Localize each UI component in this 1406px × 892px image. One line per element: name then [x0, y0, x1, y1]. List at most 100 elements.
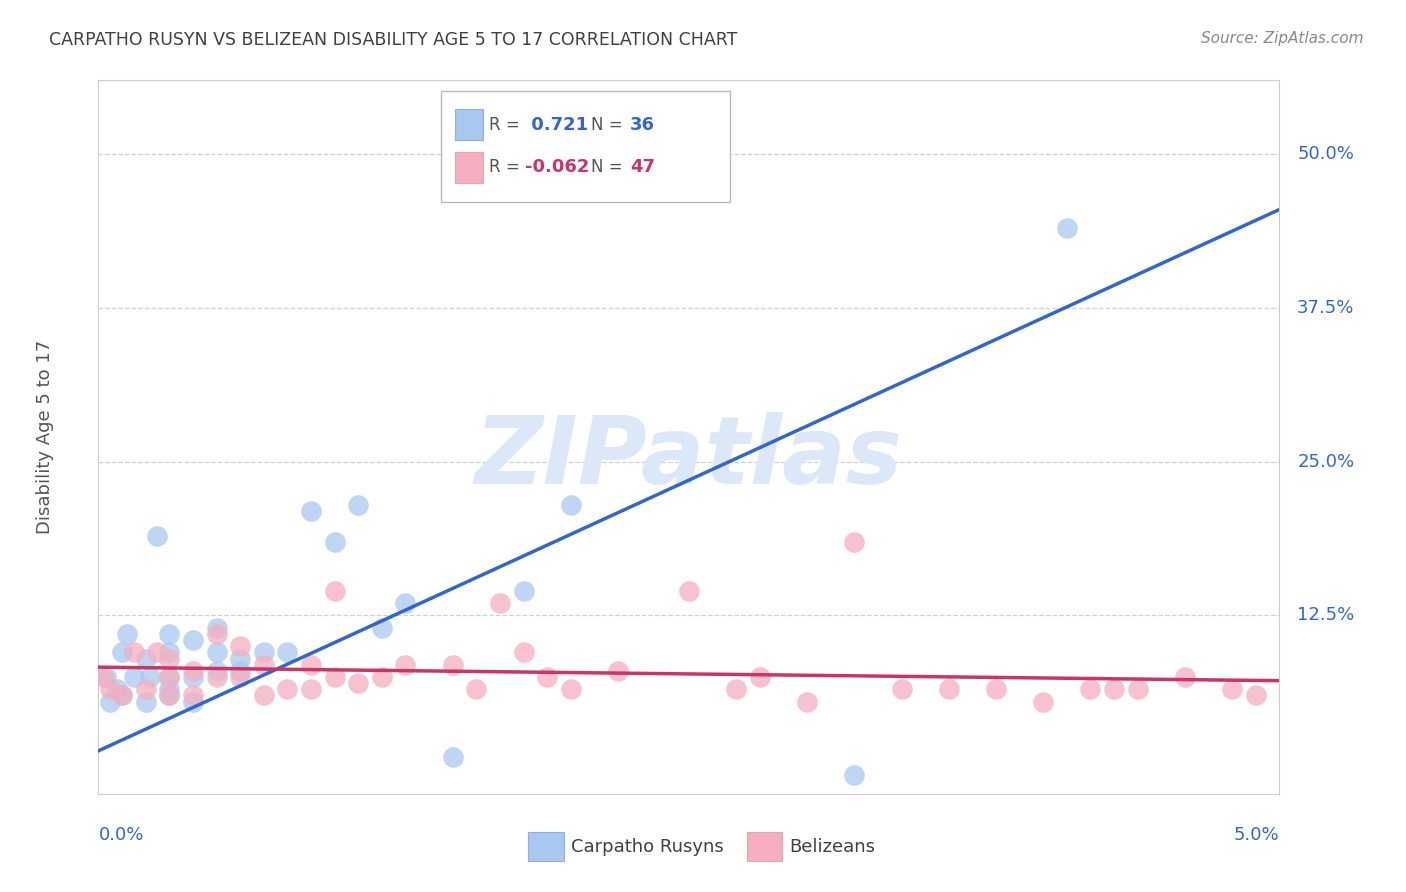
- Point: [465, 682, 488, 697]
- Point: [205, 627, 228, 641]
- Point: [299, 682, 322, 697]
- Point: [111, 689, 134, 703]
- Point: [205, 670, 228, 684]
- Point: [844, 534, 866, 549]
- Point: [205, 621, 228, 635]
- Text: 0.721: 0.721: [524, 116, 588, 134]
- Text: Carpatho Rusyns: Carpatho Rusyns: [571, 838, 724, 855]
- Text: CARPATHO RUSYN VS BELIZEAN DISABILITY AGE 5 TO 17 CORRELATION CHART: CARPATHO RUSYN VS BELIZEAN DISABILITY AG…: [49, 31, 738, 49]
- Point: [139, 670, 162, 684]
- Point: [111, 645, 134, 659]
- Point: [299, 657, 322, 672]
- Point: [560, 682, 582, 697]
- Point: [157, 689, 180, 703]
- Point: [253, 645, 276, 659]
- Point: [347, 676, 370, 690]
- Point: [725, 682, 748, 697]
- Point: [276, 682, 298, 697]
- Text: 12.5%: 12.5%: [1298, 607, 1354, 624]
- Point: [157, 689, 180, 703]
- Point: [122, 645, 145, 659]
- Point: [98, 682, 121, 697]
- Point: [1056, 221, 1078, 235]
- Point: [796, 695, 818, 709]
- Point: [181, 695, 204, 709]
- Text: ZIPatlas: ZIPatlas: [475, 412, 903, 505]
- Point: [115, 627, 138, 641]
- Text: N =: N =: [591, 116, 628, 134]
- Point: [105, 682, 128, 697]
- Point: [1174, 670, 1197, 684]
- Point: [890, 682, 912, 697]
- Point: [323, 583, 346, 598]
- FancyBboxPatch shape: [529, 832, 564, 861]
- Point: [205, 664, 228, 678]
- Point: [276, 645, 298, 659]
- Point: [122, 670, 145, 684]
- Point: [323, 534, 346, 549]
- Text: N =: N =: [591, 159, 628, 177]
- Point: [1032, 695, 1054, 709]
- Point: [299, 504, 322, 518]
- Text: Belizeans: Belizeans: [789, 838, 876, 855]
- FancyBboxPatch shape: [456, 109, 484, 140]
- Text: 5.0%: 5.0%: [1234, 826, 1279, 844]
- Point: [323, 670, 346, 684]
- Point: [157, 627, 180, 641]
- Point: [253, 657, 276, 672]
- Text: Source: ZipAtlas.com: Source: ZipAtlas.com: [1201, 31, 1364, 46]
- Text: Disability Age 5 to 17: Disability Age 5 to 17: [37, 340, 55, 534]
- FancyBboxPatch shape: [747, 832, 782, 861]
- Point: [560, 498, 582, 512]
- Point: [157, 670, 180, 684]
- Point: [748, 670, 770, 684]
- Point: [181, 670, 204, 684]
- FancyBboxPatch shape: [456, 152, 484, 183]
- Point: [181, 633, 204, 648]
- Point: [91, 670, 114, 684]
- Point: [844, 768, 866, 782]
- Point: [181, 664, 204, 678]
- Point: [1126, 682, 1149, 697]
- Point: [938, 682, 960, 697]
- Point: [984, 682, 1007, 697]
- Text: 47: 47: [630, 159, 655, 177]
- Point: [98, 695, 121, 709]
- Point: [371, 670, 394, 684]
- Point: [146, 528, 169, 542]
- Text: 25.0%: 25.0%: [1298, 452, 1354, 471]
- Text: 0.0%: 0.0%: [98, 826, 143, 844]
- Point: [1102, 682, 1125, 697]
- Point: [371, 621, 394, 635]
- Point: [229, 670, 252, 684]
- Point: [157, 670, 180, 684]
- Point: [181, 689, 204, 703]
- Point: [489, 596, 512, 610]
- Point: [157, 682, 180, 697]
- Point: [347, 498, 370, 512]
- Point: [157, 645, 180, 659]
- Point: [1220, 682, 1243, 697]
- Point: [512, 583, 534, 598]
- Text: R =: R =: [489, 116, 526, 134]
- Text: -0.062: -0.062: [524, 159, 589, 177]
- Point: [135, 682, 157, 697]
- Point: [253, 689, 276, 703]
- Point: [111, 689, 134, 703]
- Text: R =: R =: [489, 159, 526, 177]
- Text: 36: 36: [630, 116, 655, 134]
- Point: [135, 695, 157, 709]
- Point: [94, 670, 117, 684]
- Point: [394, 596, 416, 610]
- Point: [205, 645, 228, 659]
- Point: [394, 657, 416, 672]
- Point: [157, 651, 180, 665]
- Point: [678, 583, 700, 598]
- Point: [441, 657, 464, 672]
- Point: [229, 664, 252, 678]
- Point: [146, 645, 169, 659]
- Point: [607, 664, 630, 678]
- Text: 50.0%: 50.0%: [1298, 145, 1354, 163]
- Point: [512, 645, 534, 659]
- Point: [441, 750, 464, 764]
